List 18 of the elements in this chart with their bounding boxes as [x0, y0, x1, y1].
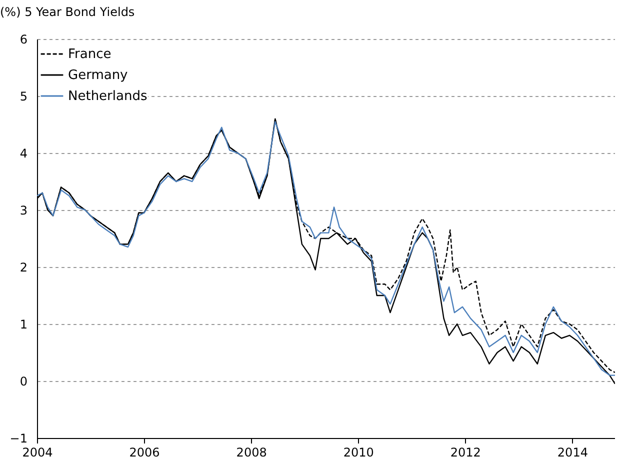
x-tick-label: 2004	[22, 446, 53, 460]
x-tick-label: 2006	[129, 446, 160, 460]
chart-title: (%) 5 Year Bond Yields	[0, 5, 135, 19]
x-tick-label: 2008	[236, 446, 267, 460]
legend-label: Germany	[68, 68, 128, 83]
y-tick-label: 3	[20, 204, 28, 218]
x-tick-label: 2010	[343, 446, 374, 460]
y-tick-label: −1	[10, 432, 28, 446]
y-tick-label: 6	[20, 32, 28, 46]
x-tick-label: 2012	[450, 446, 481, 460]
legend-label: France	[68, 47, 112, 62]
legend-label: Netherlands	[68, 89, 148, 104]
y-tick-label: 5	[20, 90, 28, 104]
y-tick-label: 1	[20, 318, 28, 332]
y-tick-label: 4	[20, 146, 28, 160]
y-tick-label: 0	[20, 374, 28, 388]
y-tick-label: 2	[20, 260, 28, 274]
x-tick-label: 2014	[557, 446, 588, 460]
